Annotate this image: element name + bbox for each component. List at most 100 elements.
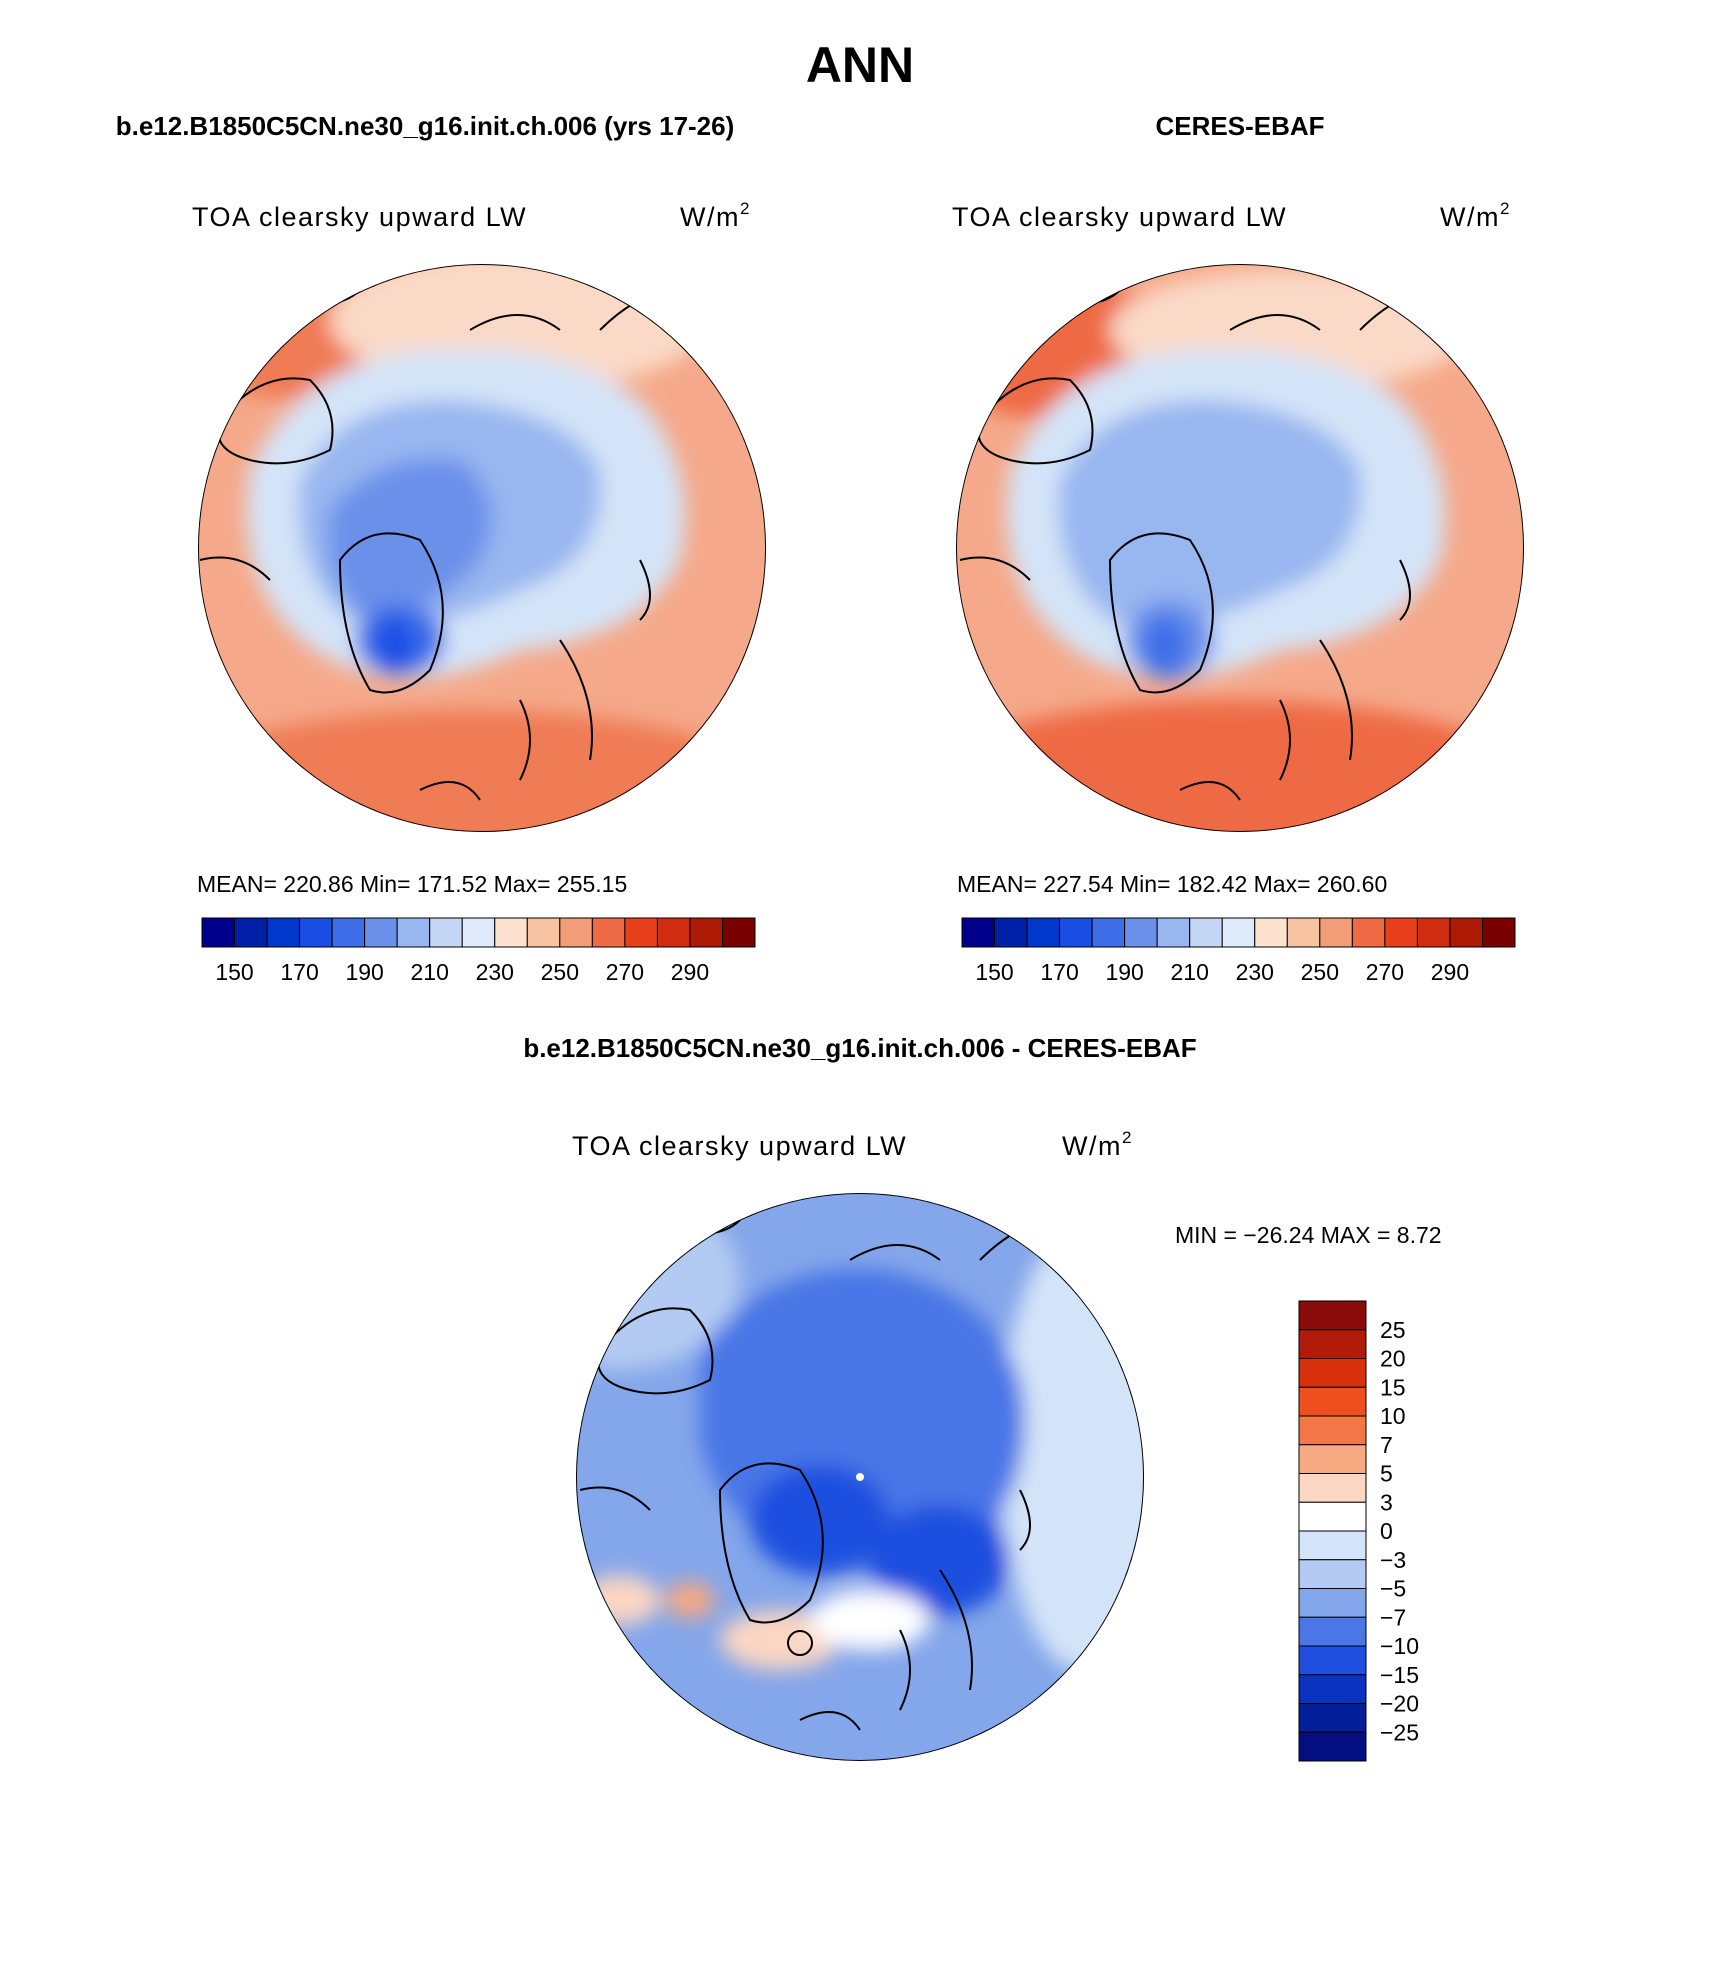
colorbar-swatch xyxy=(1189,917,1223,948)
colorbar-swatch xyxy=(1298,1501,1367,1532)
colorbar-tick-label: 250 xyxy=(1301,959,1339,985)
colorbar-tick-label: 290 xyxy=(1431,959,1469,985)
colorbar-tick-label: −3 xyxy=(1380,1547,1406,1573)
colorbar-swatch xyxy=(721,917,756,948)
figure-title: ANN xyxy=(806,37,914,93)
colorbar-tick-label: −20 xyxy=(1380,1691,1419,1717)
colorbar-swatch xyxy=(624,917,658,948)
panel-diff-stats: MIN = −26.24 MAX = 8.72 xyxy=(1175,1222,1442,1248)
colorbar-tick-label: 270 xyxy=(1366,959,1404,985)
colorbar-swatch xyxy=(396,917,431,948)
panel-obs-stats: MEAN= 227.54 Min= 182.42 Max= 260.60 xyxy=(957,871,1387,897)
colorbar-swatch xyxy=(1298,1358,1367,1388)
colorbar-tick-label: 290 xyxy=(671,959,709,985)
colorbar-tick-label: 250 xyxy=(541,959,579,985)
panel-diff-subtitle: b.e12.B1850C5CN.ne30_g16.init.ch.006 - C… xyxy=(523,1033,1196,1063)
colorbar-tick-label: 20 xyxy=(1380,1346,1406,1372)
colorbar-swatch xyxy=(201,917,236,948)
colorbar-swatch xyxy=(1481,917,1516,948)
colorbar-swatch xyxy=(591,917,626,948)
panel-obs-subtitle: CERES-EBAF xyxy=(1155,111,1324,141)
colorbar-swatch xyxy=(1298,1530,1367,1561)
colorbar-swatch xyxy=(1026,917,1061,948)
colorbar-tick-label: 150 xyxy=(975,959,1013,985)
colorbar-swatch xyxy=(1298,1300,1367,1331)
colorbar-swatch xyxy=(1298,1444,1367,1474)
colorbar-tick-label: 270 xyxy=(606,959,644,985)
colorbar-swatch xyxy=(1091,917,1126,948)
colorbar-swatch xyxy=(1319,917,1353,948)
colorbar-tick-label: 190 xyxy=(345,959,383,985)
panel-obs-map xyxy=(956,264,1524,832)
colorbar-swatch xyxy=(299,917,333,948)
colorbar-swatch xyxy=(1298,1616,1367,1647)
colorbar-tick-label: −7 xyxy=(1380,1604,1406,1630)
colorbar-swatch xyxy=(1221,917,1256,948)
colorbar-swatch xyxy=(656,917,691,948)
panel-model-stats: MEAN= 220.86 Min= 171.52 Max= 255.15 xyxy=(197,871,627,897)
colorbar-tick-label: 170 xyxy=(1040,959,1078,985)
colorbar-swatch xyxy=(1298,1645,1367,1676)
colorbar-tick-label: 15 xyxy=(1380,1374,1406,1400)
colorbar-tick-label: 5 xyxy=(1380,1461,1393,1487)
colorbar-swatch xyxy=(1286,917,1321,948)
colorbar-swatch xyxy=(1298,1703,1367,1733)
colorbar-swatch xyxy=(1298,1588,1367,1618)
panel-model-subtitle: b.e12.B1850C5CN.ne30_g16.init.ch.006 (yr… xyxy=(116,111,735,141)
colorbar-swatch xyxy=(1059,917,1093,948)
colorbar-tick-label: 190 xyxy=(1105,959,1143,985)
colorbar-tick-label: 210 xyxy=(411,959,449,985)
colorbar-tick-label: −10 xyxy=(1380,1633,1419,1659)
panel-model-variable: TOA clearsky upward LW xyxy=(192,202,527,232)
colorbar-swatch xyxy=(1298,1674,1367,1704)
panel-model-units: W/m2 xyxy=(680,199,751,232)
panel-diff-map xyxy=(576,1193,1144,1761)
panel-obs-colorbar: 150 170 190 210 230 250 270 290 xyxy=(961,917,1516,985)
colorbar-tick-label: 7 xyxy=(1380,1432,1393,1458)
panel-diff-variable: TOA clearsky upward LW xyxy=(572,1131,907,1161)
colorbar-swatch xyxy=(461,917,496,948)
colorbar-swatch xyxy=(1416,917,1451,948)
colorbar-swatch xyxy=(961,917,996,948)
colorbar-swatch xyxy=(364,917,398,948)
colorbar-swatch xyxy=(1384,917,1418,948)
colorbar-swatch xyxy=(1449,917,1483,948)
colorbar-swatch xyxy=(1298,1731,1367,1762)
colorbar-tick-label: 230 xyxy=(1236,959,1274,985)
colorbar-tick-label: 10 xyxy=(1380,1403,1406,1429)
panel-obs-variable: TOA clearsky upward LW xyxy=(952,202,1287,232)
colorbar-tick-label: 210 xyxy=(1171,959,1209,985)
panel-obs-units: W/m2 xyxy=(1440,199,1511,232)
colorbar-swatch xyxy=(494,917,528,948)
colorbar-tick-label: 170 xyxy=(280,959,318,985)
panel-model: b.e12.B1850C5CN.ne30_g16.init.ch.006 (yr… xyxy=(116,111,766,985)
colorbar-tick-label: 150 xyxy=(215,959,253,985)
colorbar-swatch xyxy=(1298,1473,1367,1503)
colorbar-swatch xyxy=(994,917,1028,948)
colorbar-swatch xyxy=(1298,1386,1367,1417)
colorbar-swatch xyxy=(1351,917,1386,948)
colorbar-swatch xyxy=(689,917,723,948)
colorbar-swatch xyxy=(526,917,561,948)
colorbar-swatch xyxy=(429,917,463,948)
colorbar-tick-label: 0 xyxy=(1380,1518,1393,1544)
colorbar-tick-label: 25 xyxy=(1380,1317,1406,1343)
colorbar-tick-label: 230 xyxy=(476,959,514,985)
colorbar-swatch xyxy=(331,917,366,948)
colorbar-tick-label: 3 xyxy=(1380,1489,1393,1515)
colorbar-swatch xyxy=(1156,917,1191,948)
panel-obs: CERES-EBAF TOA clearsky upward LW W/m2 xyxy=(952,111,1524,985)
colorbar-swatch xyxy=(1254,917,1288,948)
colorbar-tick-label: −15 xyxy=(1380,1662,1419,1688)
colorbar-swatch xyxy=(234,917,268,948)
panel-model-colorbar: 150 170 190 210 230 250 270 290 xyxy=(201,917,756,985)
colorbar-swatch xyxy=(266,917,301,948)
panel-diff-units: W/m2 xyxy=(1062,1128,1133,1161)
colorbar-swatch xyxy=(559,917,593,948)
colorbar-swatch xyxy=(1298,1329,1367,1359)
colorbar-tick-label: −5 xyxy=(1380,1576,1406,1602)
colorbar-tick-label: −25 xyxy=(1380,1719,1419,1745)
panel-diff: b.e12.B1850C5CN.ne30_g16.init.ch.006 - C… xyxy=(523,1033,1442,1762)
